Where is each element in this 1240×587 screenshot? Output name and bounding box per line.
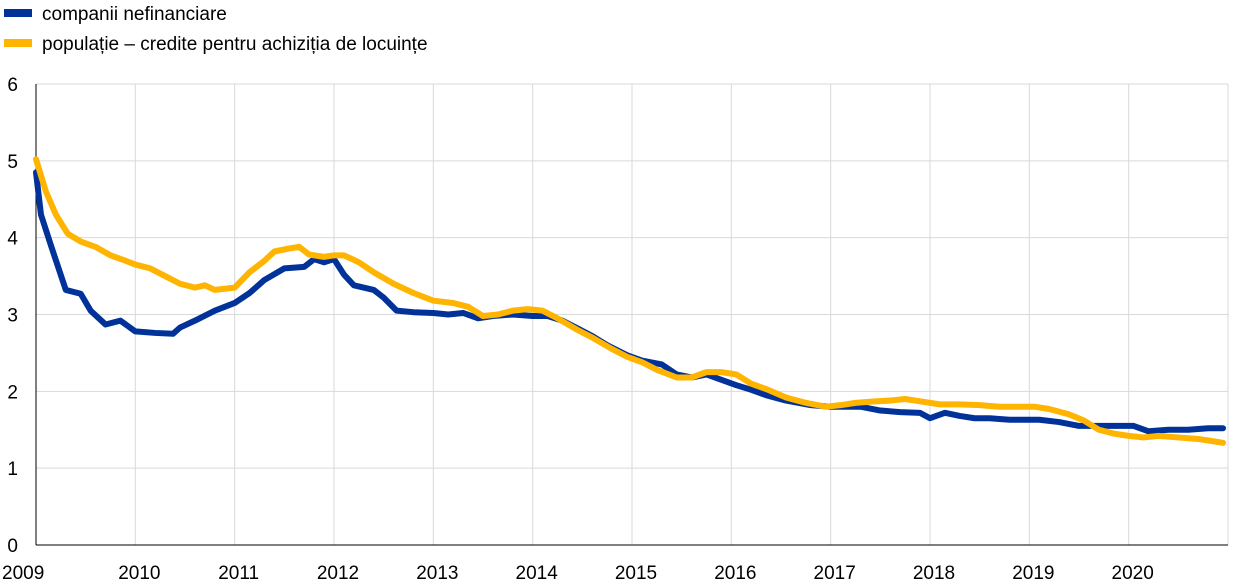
x-tick-label-2020: 2020	[1112, 563, 1154, 584]
y-tick-label-4: 4	[7, 229, 18, 250]
y-tick-label-0: 0	[7, 536, 18, 557]
legend-swatch-nonfinancial-companies	[4, 9, 32, 17]
legend-label-nonfinancial-companies: companii nefinanciare	[42, 4, 227, 25]
x-tick-label-2016: 2016	[714, 563, 756, 584]
y-tick-label-5: 5	[7, 152, 18, 173]
x-tick-label-2011: 2011	[218, 563, 259, 584]
x-tick-label-2010: 2010	[118, 563, 160, 584]
legend-item-household-housing-loans: populație – credite pentru achiziția de …	[4, 34, 428, 55]
y-tick-label-6: 6	[7, 75, 18, 96]
x-tick-label-2012: 2012	[317, 563, 359, 584]
series-line-nonfinancial-companies	[33, 169, 1227, 435]
x-tick-label-2018: 2018	[913, 563, 955, 584]
legend: companii nefinanciare populație – credit…	[4, 4, 428, 55]
x-tick-label-2015: 2015	[615, 563, 657, 584]
x-tick-label-2019: 2019	[1012, 563, 1054, 584]
x-tick-label-2014: 2014	[516, 563, 559, 584]
y-tick-label-3: 3	[7, 306, 18, 327]
x-tick-label-2013: 2013	[416, 563, 458, 584]
x-tick-label-2017: 2017	[814, 563, 856, 584]
x-tick-label-2009: 2009	[2, 563, 44, 584]
series-line-household-housing-loans	[33, 156, 1227, 446]
y-tick-label-1: 1	[7, 459, 18, 480]
series-group	[33, 156, 1227, 446]
tick-labels: 0 1 2 3 4 5 6 2009 2010 2011 2012 2013 2014 2015 2016 2…	[2, 75, 1154, 584]
legend-item-nonfinancial-companies: companii nefinanciare	[4, 4, 227, 25]
legend-swatch-household-housing-loans	[4, 39, 32, 47]
y-tick-label-2: 2	[7, 382, 18, 403]
grid	[36, 83, 1229, 545]
legend-label-household-housing-loans: populație – credite pentru achiziția de …	[42, 34, 428, 55]
